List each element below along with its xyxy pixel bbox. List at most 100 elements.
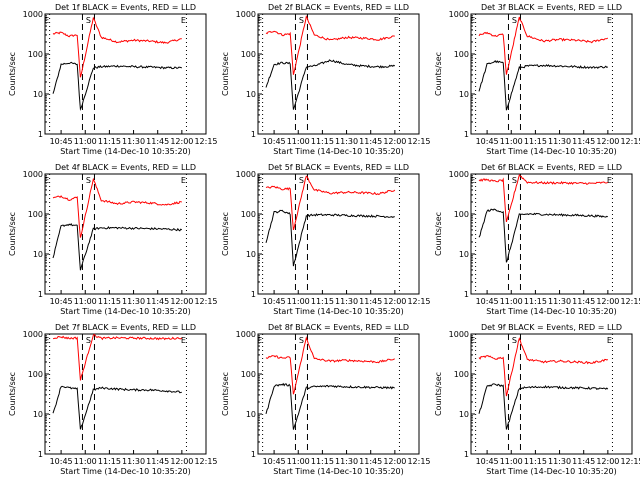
x-tick-label: 11:15 xyxy=(98,457,121,466)
y-tick-label: 1000 xyxy=(449,170,469,179)
marker-label: S xyxy=(299,176,304,185)
y-tick-label: 1 xyxy=(38,450,43,459)
series-line-lld xyxy=(265,175,396,231)
marker-label: S xyxy=(86,16,91,25)
x-axis-label: Start Time (14-Dec-10 10:35:20) xyxy=(273,307,404,316)
x-tick-label: 12:15 xyxy=(194,137,217,146)
x-tick-label: 10:45 xyxy=(50,297,73,306)
x-tick-label: 11:00 xyxy=(500,137,523,146)
x-tick-label: 12:00 xyxy=(170,137,193,146)
y-axis-label: Counts/sec xyxy=(8,212,17,256)
plot-frame xyxy=(470,13,633,135)
chart-title: Det 4f BLACK = Events, RED = LLD xyxy=(55,163,196,172)
chart-panel-2: Det 2f BLACK = Events, RED = LLD 1 10 100 10… xyxy=(221,3,431,156)
x-tick-label: 12:15 xyxy=(620,137,640,146)
chart-panel-7: Det 7f BLACK = Events, RED = LLD 1 10 100 10… xyxy=(8,323,218,476)
x-tick-label: 12:00 xyxy=(383,457,406,466)
x-tick-label: 11:45 xyxy=(146,297,169,306)
x-tick-label: 10:45 xyxy=(263,137,286,146)
x-tick-label: 12:15 xyxy=(194,297,217,306)
y-tick-label: 10 xyxy=(33,250,43,259)
chart-panel-4: Det 4f BLACK = Events, RED = LLD 1 10 100 10… xyxy=(8,163,218,316)
y-axis-label: Counts/sec xyxy=(8,52,17,96)
marker-label: E xyxy=(181,336,186,345)
y-tick-label: 1000 xyxy=(449,10,469,19)
x-tick-label: 12:15 xyxy=(620,457,640,466)
plot-frame xyxy=(44,13,207,135)
y-axis-label: Counts/sec xyxy=(8,372,17,416)
x-tick-label: 11:15 xyxy=(524,137,547,146)
y-tick-label: 100 xyxy=(241,210,256,219)
series-line-events xyxy=(265,382,395,430)
y-tick-label: 100 xyxy=(28,370,43,379)
marker-label: E xyxy=(44,176,49,185)
y-tick-label: 1 xyxy=(251,450,256,459)
series-line-lld xyxy=(478,337,609,397)
x-tick-label: 11:30 xyxy=(548,137,571,146)
y-tick-label: 1 xyxy=(464,130,469,139)
x-tick-label: 11:30 xyxy=(548,457,571,466)
y-tick-label: 100 xyxy=(454,210,469,219)
marker-label: S xyxy=(299,16,304,25)
x-tick-label: 12:15 xyxy=(620,297,640,306)
x-tick-label: 11:15 xyxy=(98,297,121,306)
x-tick-label: 11:00 xyxy=(74,137,97,146)
plot-frame xyxy=(470,173,633,295)
chart-title: Det 3f BLACK = Events, RED = LLD xyxy=(481,3,622,12)
y-tick-label: 100 xyxy=(28,210,43,219)
x-tick-label: 12:00 xyxy=(596,297,619,306)
series-line-events xyxy=(52,223,183,271)
marker-label: S xyxy=(299,336,304,345)
x-tick-label: 11:15 xyxy=(524,457,547,466)
x-tick-label: 11:00 xyxy=(287,297,310,306)
marker-label: E xyxy=(257,176,262,185)
y-tick-label: 10 xyxy=(459,410,469,419)
y-tick-label: 1000 xyxy=(236,330,256,339)
x-tick-label: 12:00 xyxy=(596,137,619,146)
series-line-events xyxy=(265,209,395,267)
series-line-lld xyxy=(52,16,182,78)
chart-panel-3: Det 3f BLACK = Events, RED = LLD 1 10 100 10… xyxy=(434,3,640,156)
y-tick-label: 10 xyxy=(246,250,256,259)
x-tick-label: 10:45 xyxy=(263,297,286,306)
y-tick-label: 1000 xyxy=(23,330,43,339)
x-tick-label: 11:45 xyxy=(146,457,169,466)
y-axis-label: Counts/sec xyxy=(434,212,443,256)
x-tick-label: 11:00 xyxy=(74,457,97,466)
y-axis-label: Counts/sec xyxy=(221,372,230,416)
x-tick-label: 11:30 xyxy=(122,297,145,306)
y-tick-label: 1000 xyxy=(23,10,43,19)
x-tick-label: 11:45 xyxy=(359,137,382,146)
y-tick-label: 1 xyxy=(464,450,469,459)
marker-label: E xyxy=(181,16,186,25)
y-tick-label: 10 xyxy=(246,410,256,419)
y-tick-label: 1 xyxy=(38,290,43,299)
marker-label: E xyxy=(607,336,612,345)
chart-title: Det 1f BLACK = Events, RED = LLD xyxy=(55,3,196,12)
x-tick-label: 10:45 xyxy=(50,137,73,146)
chart-title: Det 5f BLACK = Events, RED = LLD xyxy=(268,163,409,172)
x-tick-label: 12:00 xyxy=(383,297,406,306)
y-axis-label: Counts/sec xyxy=(434,52,443,96)
y-tick-label: 1000 xyxy=(236,10,256,19)
series-line-events xyxy=(478,383,609,430)
x-tick-label: 11:00 xyxy=(287,137,310,146)
y-tick-label: 1 xyxy=(251,130,256,139)
x-tick-label: 11:15 xyxy=(524,297,547,306)
series-line-events xyxy=(478,208,609,263)
x-tick-label: 11:30 xyxy=(122,457,145,466)
x-axis-label: Start Time (14-Dec-10 10:35:20) xyxy=(60,307,191,316)
y-tick-label: 100 xyxy=(28,50,43,59)
y-tick-label: 10 xyxy=(33,90,43,99)
x-tick-label: 11:45 xyxy=(572,137,595,146)
marker-label: E xyxy=(607,176,612,185)
x-tick-label: 11:30 xyxy=(548,297,571,306)
marker-label: S xyxy=(512,336,517,345)
chart-title: Det 9f BLACK = Events, RED = LLD xyxy=(481,323,622,332)
marker-label: E xyxy=(394,176,399,185)
chart-panel-1: Det 1f BLACK = Events, RED = LLD 1 10 100 10… xyxy=(8,3,218,156)
x-tick-label: 11:30 xyxy=(335,297,358,306)
chart-title: Det 2f BLACK = Events, RED = LLD xyxy=(268,3,409,12)
series-line-events xyxy=(52,385,182,430)
x-tick-label: 11:30 xyxy=(335,137,358,146)
